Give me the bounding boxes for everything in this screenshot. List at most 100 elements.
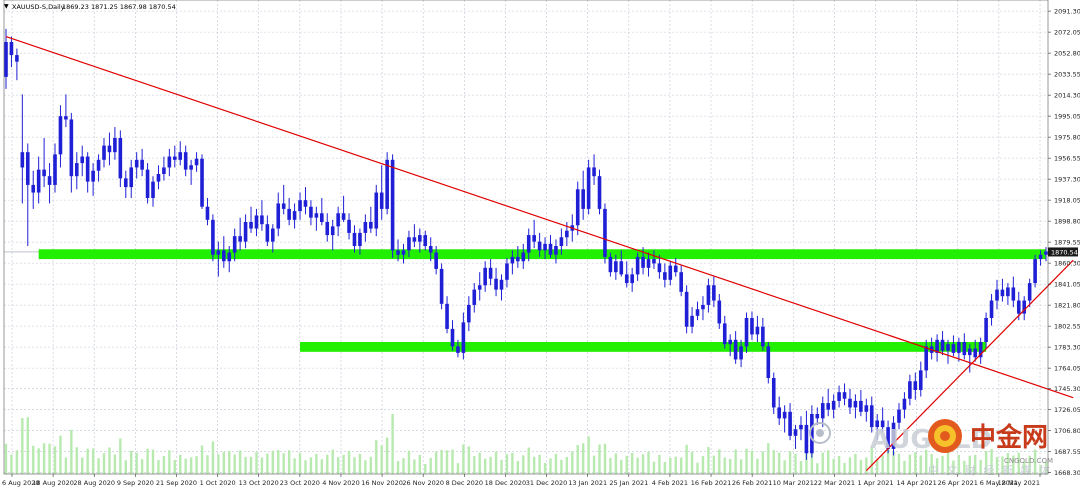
candle [276, 192, 281, 237]
candle-body [1044, 251, 1048, 255]
x-tick-label: 6 Aug 2020 [2, 479, 40, 487]
candle-body [369, 222, 373, 229]
volume-bar [560, 459, 563, 474]
volume-bar [494, 451, 498, 474]
volume-bar [908, 454, 912, 474]
volume-bar [663, 461, 667, 474]
candle [194, 152, 199, 172]
candle [1044, 247, 1048, 262]
candle [761, 318, 765, 351]
y-tick-label: 1975.80 [1054, 133, 1080, 141]
dropdown-arrow-icon[interactable]: ▼ [4, 3, 9, 10]
candle [777, 396, 781, 425]
candle [129, 159, 134, 198]
candle [183, 145, 188, 177]
candle [167, 148, 172, 177]
candle-body [526, 235, 531, 253]
candle [940, 331, 945, 356]
candle-body [102, 145, 106, 160]
volume-bar [1044, 461, 1048, 474]
volume-bar [445, 450, 449, 474]
ohlc-readout: 1869.23 1871.25 1867.98 1870.54 [62, 3, 176, 11]
candle [390, 154, 395, 258]
volume-bar [124, 460, 127, 474]
candle-body [74, 163, 79, 177]
volume-bar [952, 460, 955, 474]
candle-body [548, 243, 553, 255]
candle-body [1011, 287, 1016, 301]
volume-bar [429, 457, 432, 474]
volume-bar [75, 447, 78, 474]
candle-body [336, 213, 340, 227]
candle-body [80, 156, 85, 164]
candle-body [989, 300, 994, 318]
x-tick-label: 14 Apr 2021 [897, 479, 937, 487]
volume-bar [892, 451, 895, 474]
x-tick-label: 18 Dec 2020 [485, 479, 527, 487]
grid [4, 0, 1048, 474]
volume-bar [767, 443, 770, 474]
y-tick-label: 1687.55 [1054, 448, 1080, 456]
volume-bar [957, 454, 961, 474]
candle-body [755, 326, 760, 335]
volume-bar [130, 450, 133, 474]
volume-bar [298, 453, 302, 474]
candle [913, 372, 918, 400]
candle-body [238, 236, 242, 242]
candle [314, 206, 319, 231]
candle-body [243, 222, 248, 242]
candle [96, 154, 101, 182]
candle [102, 138, 106, 168]
candle [91, 163, 95, 196]
volume-bar [15, 450, 19, 474]
candle-body [363, 222, 368, 233]
candle-body [853, 400, 858, 408]
candle [249, 206, 253, 233]
volume-bar [532, 456, 536, 474]
candle [123, 170, 128, 198]
candle [586, 159, 591, 215]
volume-bar [527, 447, 530, 474]
y-tick-label: 1937.30 [1054, 175, 1080, 183]
candle [407, 230, 411, 257]
candle [510, 250, 515, 275]
candle-body [222, 250, 226, 262]
candle-body [581, 189, 585, 209]
volume-bar [375, 440, 378, 474]
x-tick-label: 13 Jan 2021 [568, 479, 607, 487]
candle [439, 263, 444, 310]
candle [232, 228, 237, 262]
volume-bar [500, 459, 503, 474]
volume-bar [832, 458, 835, 474]
volume-bar [946, 451, 950, 474]
y-tick-label: 1860.30 [1054, 259, 1080, 267]
candle-body [298, 200, 302, 212]
candle [9, 36, 14, 68]
volume-bar [723, 457, 726, 474]
candle-body [25, 152, 30, 185]
candle [216, 241, 221, 277]
x-tick-label: 16 Feb 2021 [691, 479, 731, 487]
candle [107, 132, 112, 166]
x-tick-label: 1 Oct 2020 [200, 479, 236, 487]
candle-body [352, 232, 357, 246]
candle [401, 243, 406, 264]
candle-body [733, 339, 738, 360]
x-tick-label: 16 Nov 2020 [361, 479, 403, 487]
candle-body [739, 346, 743, 360]
candle [679, 265, 683, 297]
volume-bar [402, 458, 405, 474]
candle-body [864, 405, 869, 412]
volume-bar [712, 455, 716, 474]
candle-body [314, 213, 319, 218]
candle [227, 246, 232, 273]
candle [744, 312, 749, 353]
candle-body [962, 342, 967, 356]
candle [891, 416, 896, 456]
candle-body [831, 400, 836, 410]
volume-bar [309, 457, 313, 474]
candle [178, 141, 183, 166]
volume-bar [489, 456, 492, 474]
candle [668, 261, 673, 286]
x-tick-label: 25 Jan 2021 [609, 479, 648, 487]
